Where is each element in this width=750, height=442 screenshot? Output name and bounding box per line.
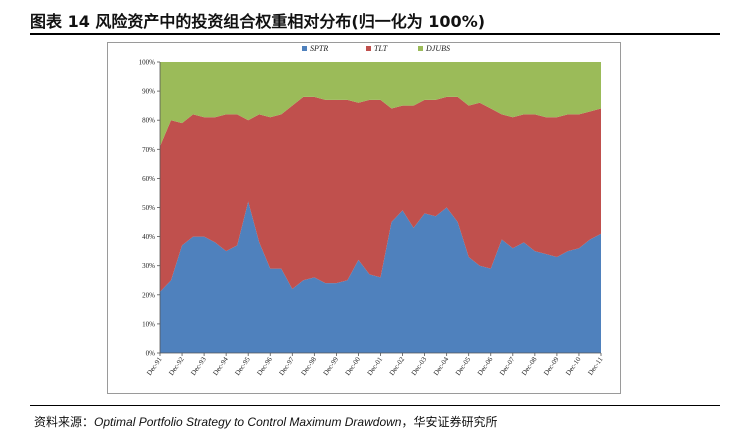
x-axis: Dec-91 Dec-92 Dec-93 Dec-94 Dec-95 Dec-96 Dec-… bbox=[145, 352, 605, 377]
y-tick-label: 100% bbox=[139, 59, 156, 67]
y-tick-label: 10% bbox=[142, 320, 155, 328]
source-title: Optimal Portfolio Strategy to Control Ma… bbox=[94, 415, 402, 429]
chart-legend: SPTR TLT DJUBS bbox=[302, 44, 450, 53]
x-tick-label: Dec-00 bbox=[344, 355, 363, 377]
x-tick-label: Dec-07 bbox=[498, 355, 517, 377]
x-tick-label: Dec-99 bbox=[322, 355, 341, 377]
title-divider bbox=[30, 33, 720, 35]
x-tick-label: Dec-03 bbox=[410, 355, 429, 377]
chart-title: 图表 14 风险资产中的投资组合权重相对分布(归一化为 100%) bbox=[30, 12, 486, 31]
x-tick-label: Dec-09 bbox=[542, 355, 561, 377]
y-tick-label: 0% bbox=[146, 350, 156, 358]
x-tick-label: Dec-04 bbox=[432, 355, 451, 377]
source-label: 资料来源： bbox=[34, 415, 95, 429]
y-axis: 0% 10% 20% 30% 40% 50% 60% 70% 80% 90% 100% bbox=[139, 59, 161, 358]
legend-swatch-tlt bbox=[366, 46, 371, 51]
y-tick-label: 40% bbox=[142, 233, 155, 241]
x-tick-label: Dec-02 bbox=[388, 355, 407, 377]
area-series-tlt bbox=[160, 96, 601, 292]
legend-label-sptr: SPTR bbox=[310, 44, 328, 53]
x-tick-label: Dec-97 bbox=[278, 355, 297, 377]
legend-label-tlt: TLT bbox=[374, 44, 388, 53]
area-series-group bbox=[160, 62, 601, 353]
x-tick-label: Dec-11 bbox=[586, 355, 605, 377]
y-tick-label: 80% bbox=[142, 117, 155, 125]
x-tick-label: Dec-92 bbox=[167, 355, 186, 377]
x-tick-label: Dec-98 bbox=[300, 355, 319, 377]
x-tick-label: Dec-01 bbox=[366, 355, 385, 377]
legend-swatch-sptr bbox=[302, 46, 307, 51]
x-tick-label: Dec-95 bbox=[233, 355, 252, 377]
x-tick-label: Dec-05 bbox=[454, 355, 473, 377]
x-tick-label: Dec-91 bbox=[145, 355, 164, 377]
x-tick-label: Dec-10 bbox=[564, 355, 583, 377]
source-suffix: ，华安证券研究所 bbox=[401, 415, 498, 429]
y-tick-label: 20% bbox=[142, 291, 155, 299]
x-tick-label: Dec-93 bbox=[189, 355, 208, 377]
footer-divider bbox=[30, 405, 720, 406]
x-tick-label: Dec-96 bbox=[256, 355, 275, 377]
chart-frame bbox=[107, 42, 621, 394]
x-tick-label: Dec-06 bbox=[476, 355, 495, 377]
y-tick-label: 90% bbox=[142, 88, 155, 96]
y-tick-label: 30% bbox=[142, 262, 155, 270]
source-note: 资料来源：Optimal Portfolio Strategy to Contr… bbox=[34, 413, 497, 430]
area-series-djubs bbox=[160, 62, 601, 147]
y-tick-label: 70% bbox=[142, 146, 155, 154]
y-tick-label: 60% bbox=[142, 175, 155, 183]
legend-swatch-djubs bbox=[418, 46, 423, 51]
y-tick-label: 50% bbox=[142, 204, 155, 212]
x-tick-label: Dec-94 bbox=[211, 355, 230, 377]
legend-label-djubs: DJUBS bbox=[425, 44, 450, 53]
x-tick-label: Dec-08 bbox=[520, 355, 539, 377]
